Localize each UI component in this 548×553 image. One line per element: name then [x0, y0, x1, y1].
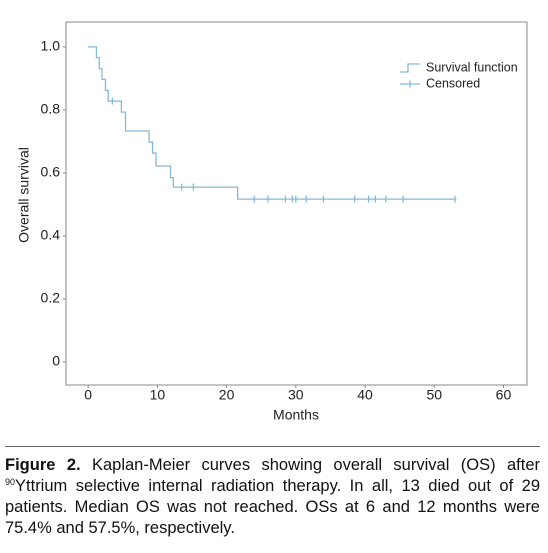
x-tick-label: 10	[150, 387, 166, 403]
y-tick-label: 0.8	[41, 101, 61, 117]
caption: Figure 2. Kaplan-Meier curves showing ov…	[5, 446, 540, 539]
legend-swatch	[400, 63, 420, 73]
plot-frame	[65, 21, 528, 386]
legend-swatch	[400, 80, 420, 88]
y-tick-label: 1.0	[41, 38, 61, 54]
y-tick-label: 0	[52, 353, 60, 369]
x-tick-label: 60	[496, 387, 512, 403]
x-tick-label: 0	[84, 387, 92, 403]
x-tick-label: 40	[357, 387, 373, 403]
x-axis-title: Months	[273, 407, 319, 423]
caption-label: Figure 2.	[5, 456, 81, 474]
caption-text: Kaplan-Meier curves showing overall surv…	[91, 456, 540, 474]
y-tick-label: 0.6	[41, 164, 61, 180]
survival-line	[88, 46, 457, 200]
x-tick-label: 50	[426, 387, 442, 403]
caption-superscript: 90	[5, 477, 16, 487]
chart: Months Overall survival 0 0.2 0.4 0.6 0.8 1.0…	[16, 21, 528, 423]
x-tick-label: 30	[288, 387, 304, 403]
legend-label: Survival function	[426, 60, 518, 74]
y-tick-label: 0.2	[41, 290, 61, 306]
legend-label: Censored	[426, 76, 480, 90]
caption-text: Yttrium selective internal radiation the…	[5, 477, 540, 537]
y-tick-label: 0.4	[41, 227, 61, 243]
x-tick-label: 20	[219, 387, 235, 403]
y-axis-title: Overall survival	[16, 147, 32, 243]
